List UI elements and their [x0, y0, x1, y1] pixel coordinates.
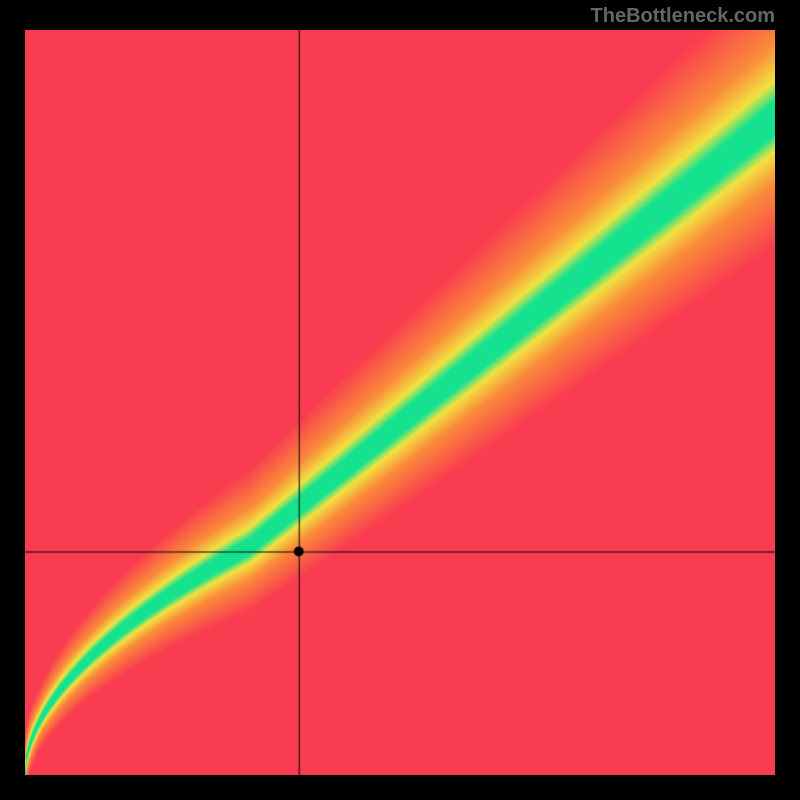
watermark-text: TheBottleneck.com — [591, 5, 775, 28]
heatmap-plot — [25, 30, 775, 775]
heatmap-canvas — [25, 30, 775, 775]
